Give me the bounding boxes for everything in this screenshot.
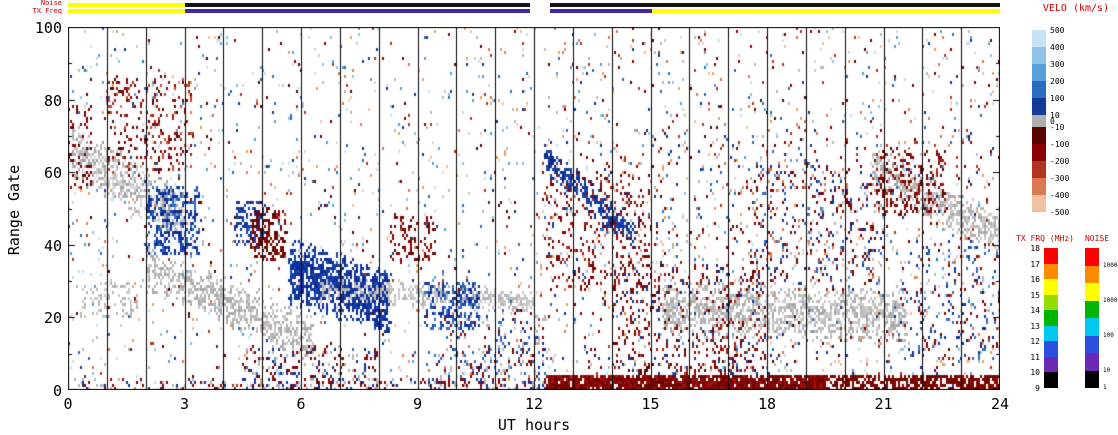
colorbar-tick-label: 500 <box>1050 26 1065 35</box>
colorbar-block <box>1032 115 1046 127</box>
x-tick-label: 18 <box>757 395 777 413</box>
y-tick-label: 20 <box>43 309 62 328</box>
colorbar-block <box>1085 318 1099 336</box>
x-tick-label: 6 <box>296 395 306 413</box>
rti-plot-canvas <box>68 27 1000 390</box>
noise-bar-segment <box>184 3 531 7</box>
colorbar-block <box>1085 300 1099 318</box>
colorbar-tick-label: -300 <box>1050 174 1070 183</box>
colorbar-tick-label: -500 <box>1050 208 1070 217</box>
noise-colorbar-title: NOISE <box>1084 234 1110 243</box>
colorbar-tick-label: 10 <box>1030 368 1040 377</box>
colorbar-block <box>1044 310 1058 326</box>
colorbar-tick-label: 200 <box>1050 77 1065 86</box>
colorbar-block <box>1032 144 1046 161</box>
colorbar-tick-label: -10 <box>1050 123 1065 132</box>
colorbar-tick-label: 1000 <box>1103 296 1118 304</box>
colorbar-block <box>1032 98 1046 115</box>
x-tick-label: 3 <box>179 395 190 413</box>
colorbar-block <box>1032 195 1046 212</box>
y-tick-label: 60 <box>43 164 62 183</box>
colorbar-block <box>1085 265 1099 283</box>
x-tick-label: 21 <box>874 395 893 413</box>
y-tick-label: 100 <box>34 19 62 37</box>
noise-colorbar: 10000 1000 100 10 1 <box>1085 248 1118 393</box>
tx_freq-bar-segment <box>549 9 653 13</box>
colorbar-block <box>1044 356 1058 372</box>
colorbar-block <box>1044 372 1058 388</box>
colorbar-block <box>1032 81 1046 98</box>
x-tick-label: 0 <box>63 395 73 413</box>
colorbar-tick-label: 13 <box>1030 321 1040 331</box>
colorbar-block <box>1044 279 1058 295</box>
x-tick-label: 12 <box>524 395 544 413</box>
noise-bar-segment <box>68 3 185 7</box>
tx-freq-colorbar: 18 17 16 15 14 13 12 11 10 9 <box>1020 244 1084 393</box>
colorbar-block <box>1044 294 1058 310</box>
colorbar-block <box>1032 64 1046 81</box>
colorbar-tick-label: 15 <box>1030 290 1040 300</box>
colorbar-tick-label: 10000 <box>1103 261 1118 269</box>
tx-freq-colorbar-title: TX FRQ (MHz) <box>1016 234 1074 243</box>
colorbar-tick-label: 12 <box>1030 337 1040 346</box>
colorbar-tick-label: 10 <box>1103 366 1111 374</box>
colorbar-tick-label: 10 <box>1050 111 1060 120</box>
colorbar-block <box>1032 127 1046 144</box>
colorbar-block <box>1044 248 1058 264</box>
x-axis-title: UT hours <box>497 416 571 434</box>
colorbar-tick-label: 18 <box>1030 244 1040 253</box>
velocity-colorbar-title: VELO (km/s) <box>1042 3 1110 14</box>
tx_freq-bar-segment <box>184 9 531 13</box>
noise-bar-segment <box>549 3 1000 7</box>
colorbar-block <box>1085 283 1099 301</box>
colorbar-tick-label: 400 <box>1050 43 1065 52</box>
colorbar-tick-label: 11 <box>1030 352 1040 362</box>
colorbar-tick-label: 300 <box>1050 60 1065 69</box>
colorbar-tick-label: 9 <box>1035 383 1040 393</box>
colorbar-block <box>1085 353 1099 371</box>
x-tick-label: 9 <box>412 395 423 413</box>
y-tick-label: 40 <box>43 236 62 255</box>
y-tick-label: 0 <box>52 382 62 400</box>
colorbar-tick-label: 14 <box>1030 306 1040 315</box>
colorbar-tick-label: -400 <box>1050 191 1070 200</box>
colorbar-block <box>1032 161 1046 178</box>
tx_freq-bar-segment <box>652 9 1000 13</box>
colorbar-block <box>1085 335 1099 353</box>
x-tick-label: 24 <box>990 395 1010 413</box>
colorbar-block <box>1085 370 1099 388</box>
colorbar-tick-label: 0 <box>1050 117 1055 126</box>
colorbar-block <box>1032 47 1046 64</box>
x-tick-label: 15 <box>641 395 660 413</box>
noise-bar-label: Noise <box>40 0 62 7</box>
colorbar-tick-label: 1 <box>1103 384 1107 391</box>
status-bars <box>68 3 1000 14</box>
colorbar-tick-label: 100 <box>1050 94 1065 103</box>
colorbar-block <box>1044 263 1058 279</box>
colorbar-block <box>1032 178 1046 195</box>
colorbar-tick-label: -200 <box>1050 157 1070 166</box>
y-tick-label: 80 <box>43 91 62 110</box>
colorbar-tick-label: -100 <box>1050 140 1070 149</box>
tx-freq-bar-label: TX Freq <box>32 7 62 15</box>
colorbar-block <box>1044 325 1058 341</box>
colorbar-tick-label: 17 <box>1030 259 1040 269</box>
colorbar-block <box>1085 248 1099 266</box>
tx_freq-bar-segment <box>68 9 185 13</box>
colorbar-block <box>1032 30 1046 47</box>
colorbar-tick-label: 16 <box>1030 275 1040 284</box>
colorbar-block <box>1044 341 1058 357</box>
colorbar-tick-label: 100 <box>1103 331 1114 339</box>
velocity-colorbar: 500 400 300 200 100 10 0 -10 -100 -200 -300 -400 -50… <box>1032 26 1118 225</box>
